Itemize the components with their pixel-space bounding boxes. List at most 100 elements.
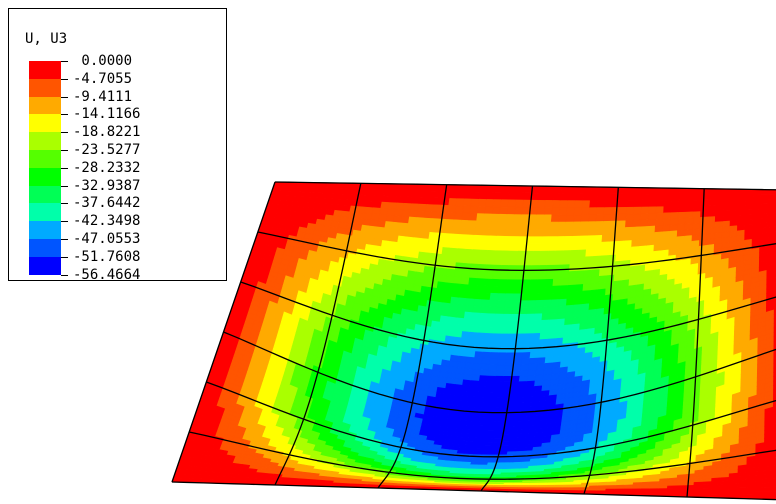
contour-cell [374, 195, 384, 203]
contour-cell [573, 297, 583, 306]
contour-cell [772, 478, 776, 484]
contour-cell [590, 282, 600, 291]
contour-cell [715, 188, 725, 195]
contour-cell [497, 293, 507, 301]
contour-cell [445, 275, 455, 284]
contour-cell [399, 222, 409, 231]
contour-cell [371, 207, 382, 215]
legend-label: 0.0000 [73, 53, 133, 69]
contour-cell [487, 421, 498, 427]
contour-cell [745, 486, 756, 492]
contour-cell [767, 198, 776, 205]
contour-cell [483, 397, 494, 404]
contour-cell [542, 306, 552, 315]
contour-cell [515, 199, 524, 208]
contour-cell [537, 279, 547, 287]
contour-cell [495, 243, 505, 252]
contour-cell [458, 290, 469, 299]
contour-cell [403, 196, 413, 205]
contour-cell [772, 482, 776, 488]
contour-cell [457, 241, 467, 250]
contour-cell [624, 233, 633, 242]
contour-cell [534, 380, 544, 387]
contour-cell [754, 482, 765, 488]
contour-cell [471, 369, 482, 376]
contour-cell [487, 242, 497, 251]
contour-cell [454, 205, 464, 214]
contour-cell [481, 357, 491, 365]
contour-cell [438, 267, 448, 277]
contour-cell [503, 425, 514, 431]
contour-cell [499, 272, 509, 280]
contour-cell [677, 223, 686, 232]
contour-cell [605, 281, 615, 290]
contour-cell [552, 192, 562, 201]
contour-cell [476, 338, 486, 347]
contour-cell [752, 208, 761, 215]
contour-cell [745, 490, 756, 496]
contour-cell [661, 237, 670, 245]
contour-cell [473, 234, 483, 244]
contour-cell [498, 451, 509, 456]
contour-cell [489, 412, 500, 418]
contour-cell [492, 392, 503, 399]
contour-cell [451, 233, 461, 242]
contour-cell [419, 238, 430, 247]
contour-cell [692, 205, 702, 213]
contour-cell [752, 198, 761, 205]
contour-cell [596, 200, 606, 208]
contour-cell [583, 276, 592, 285]
contour-cell [484, 271, 494, 280]
contour-cell [467, 220, 477, 229]
contour-cell [574, 284, 584, 293]
contour-cell [737, 483, 747, 488]
contour-cell [563, 235, 573, 244]
contour-cell [513, 416, 523, 422]
contour-cell [611, 200, 621, 208]
contour-cell [470, 425, 481, 431]
contour-cell [516, 185, 526, 194]
contour-cell [437, 218, 448, 227]
contour-cell [715, 199, 724, 206]
contour-cell [412, 190, 422, 198]
contour-cell [564, 311, 574, 320]
contour-cell [587, 221, 597, 230]
contour-cell [605, 186, 614, 195]
contour-cell [684, 487, 694, 492]
contour-cell [598, 268, 608, 277]
contour-cell [641, 200, 650, 208]
contour-cell [394, 209, 404, 217]
contour-cell [584, 256, 594, 265]
contour-cell [707, 221, 716, 229]
contour-cell [533, 385, 543, 393]
contour-cell [381, 195, 391, 203]
contour-cell [484, 333, 494, 341]
contour-cell [536, 357, 546, 365]
contour-cell [505, 352, 516, 360]
contour-cell [364, 206, 374, 215]
contour-cell [501, 434, 512, 439]
contour-cell [577, 256, 587, 265]
contour-cell [591, 269, 601, 278]
contour-cell [723, 194, 732, 201]
contour-cell [625, 220, 634, 228]
contour-cell [459, 343, 469, 352]
contour-cell [553, 186, 563, 194]
contour-cell [595, 214, 605, 222]
contour-cell [439, 260, 449, 270]
contour-cell [497, 221, 507, 230]
legend-tick [61, 61, 68, 62]
contour-cell [428, 184, 438, 192]
contour-cell [542, 221, 552, 230]
contour-cell [504, 416, 515, 423]
contour-cell [491, 397, 502, 404]
contour-cell [501, 437, 511, 443]
contour-cell [512, 228, 521, 237]
contour-cell [421, 224, 432, 233]
contour-cell [572, 310, 582, 319]
contour-cell [469, 205, 479, 214]
contour-cell [583, 186, 592, 194]
contour-cell [536, 363, 546, 371]
contour-cell [573, 214, 582, 223]
contour-cell [700, 199, 709, 207]
